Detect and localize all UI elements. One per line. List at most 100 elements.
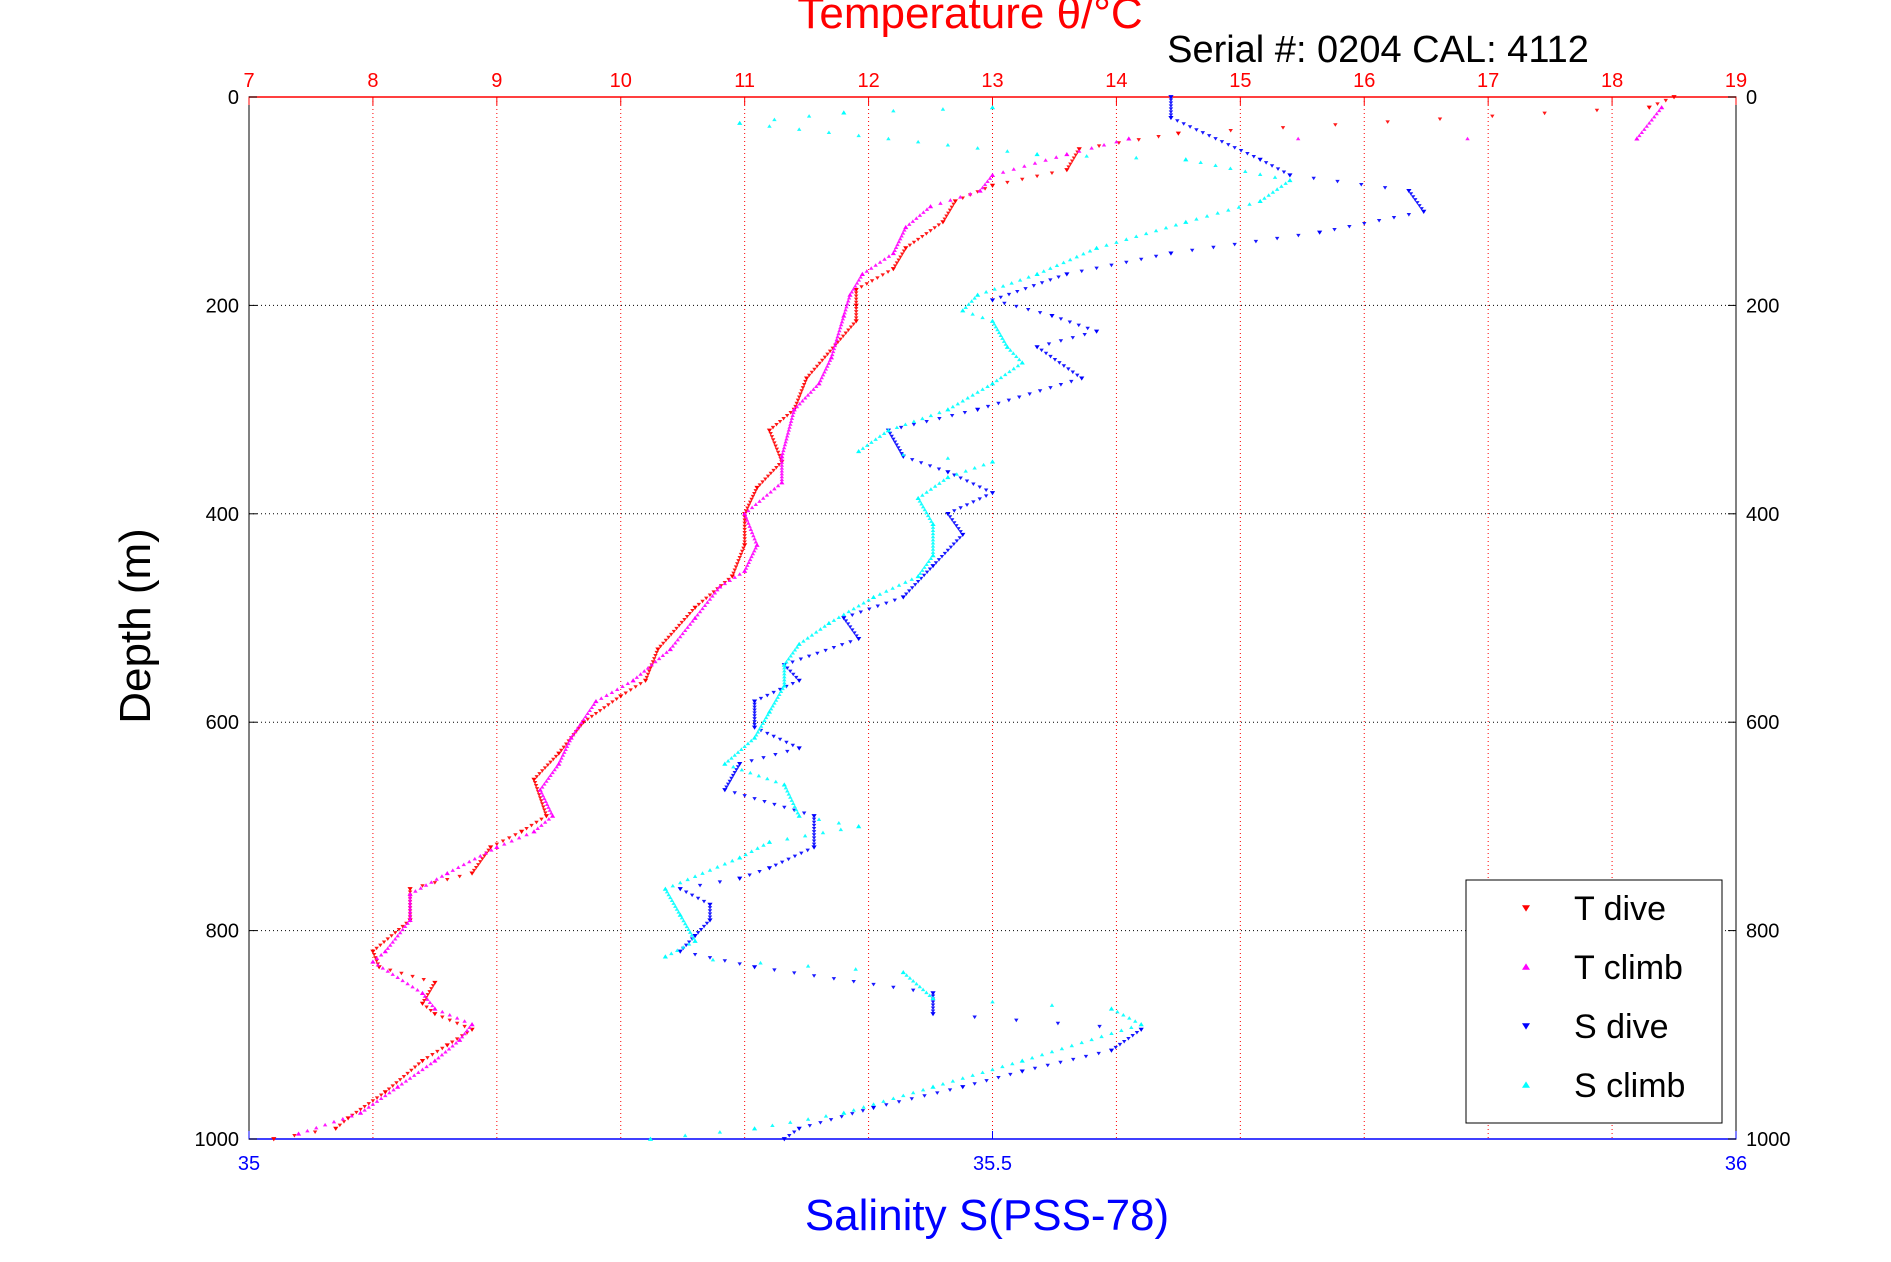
- data-point: [970, 393, 975, 397]
- data-point: [542, 808, 547, 812]
- data-point: [791, 407, 797, 412]
- data-point: [742, 518, 747, 523]
- data-point: [947, 515, 953, 519]
- data-point: [954, 539, 960, 543]
- data-point: [531, 777, 537, 782]
- data-point: [425, 997, 430, 1001]
- data-point: [800, 398, 805, 403]
- data-point: [1211, 245, 1216, 250]
- data-point: [768, 706, 774, 711]
- data-point: [838, 337, 843, 342]
- data-point: [679, 620, 685, 625]
- data-point: [768, 432, 773, 436]
- data-point: [571, 732, 576, 737]
- data-point: [825, 352, 830, 357]
- data-point: [410, 984, 415, 989]
- data-point: [393, 936, 398, 941]
- data-point: [534, 820, 539, 825]
- data-point: [779, 454, 785, 459]
- data-point: [753, 545, 758, 550]
- data-point: [935, 1091, 940, 1095]
- data-point: [788, 411, 793, 415]
- data-point: [737, 572, 742, 576]
- data-point: [575, 726, 580, 731]
- data-point: [743, 566, 749, 570]
- data-point: [771, 734, 776, 739]
- data-point: [825, 364, 830, 368]
- data-point: [1108, 1006, 1115, 1011]
- data-point: [985, 384, 990, 388]
- data-point: [539, 790, 544, 795]
- data-point: [597, 709, 603, 713]
- data-point: [849, 290, 854, 294]
- data-point: [1243, 169, 1248, 173]
- data-point: [1671, 95, 1677, 100]
- data-point: [754, 485, 760, 491]
- data-point: [945, 142, 951, 147]
- data-point: [1215, 211, 1220, 215]
- data-point: [948, 545, 954, 550]
- data-point: [782, 668, 787, 673]
- data-point: [747, 524, 752, 528]
- data-point: [312, 1130, 318, 1135]
- data-point: [729, 776, 734, 781]
- data-point: [864, 443, 870, 447]
- data-point: [784, 740, 789, 745]
- data-point: [907, 243, 913, 248]
- data-point: [850, 1112, 855, 1116]
- data-point: [446, 1046, 452, 1051]
- data-point: [382, 1090, 388, 1095]
- data-point: [798, 657, 804, 662]
- data-point: [396, 928, 402, 932]
- data-point: [638, 672, 643, 676]
- data-point: [478, 853, 483, 858]
- data-point: [940, 107, 946, 111]
- data-point: [964, 479, 970, 484]
- data-point: [938, 201, 943, 205]
- data-point: [811, 820, 817, 825]
- data-point: [826, 361, 831, 365]
- data-point: [781, 445, 787, 450]
- data-point: [486, 848, 491, 853]
- data-point: [516, 835, 522, 840]
- data-point: [822, 624, 827, 628]
- data-point: [519, 829, 525, 834]
- data-point: [840, 334, 846, 339]
- legend-label: S dive: [1574, 1008, 1669, 1046]
- data-point: [911, 422, 917, 427]
- data-point: [737, 855, 743, 860]
- data-point: [725, 759, 731, 763]
- data-point: [803, 379, 808, 384]
- data-point: [1219, 140, 1225, 144]
- data-point: [1168, 251, 1174, 256]
- data-point: [792, 854, 798, 859]
- temperature-axis: 7 8 9 10 11 12 13 14 15 16 17 18 19: [243, 70, 1747, 105]
- data-point: [1014, 304, 1019, 309]
- data-point: [642, 678, 649, 683]
- data-point: [782, 442, 788, 447]
- data-point: [542, 782, 547, 786]
- data-point: [427, 990, 432, 994]
- data-point: [777, 692, 782, 696]
- data-point: [977, 485, 982, 489]
- data-point: [385, 946, 390, 950]
- data-point: [818, 1121, 823, 1125]
- data-point: [854, 281, 860, 285]
- data-point: [385, 937, 390, 941]
- data-point: [1000, 336, 1005, 340]
- data-point: [381, 940, 387, 945]
- data-point: [341, 1120, 347, 1124]
- data-point: [779, 460, 785, 464]
- data-point: [439, 1052, 445, 1057]
- data-point: [804, 376, 810, 381]
- data-point: [890, 250, 896, 256]
- data-point: [796, 641, 802, 646]
- data-point: [894, 443, 899, 447]
- data-point: [563, 747, 568, 751]
- data-point: [675, 948, 680, 952]
- data-point: [1181, 122, 1186, 126]
- data-point: [656, 656, 662, 661]
- data-point: [450, 1040, 455, 1045]
- data-point: [811, 845, 817, 850]
- data-point: [869, 279, 875, 283]
